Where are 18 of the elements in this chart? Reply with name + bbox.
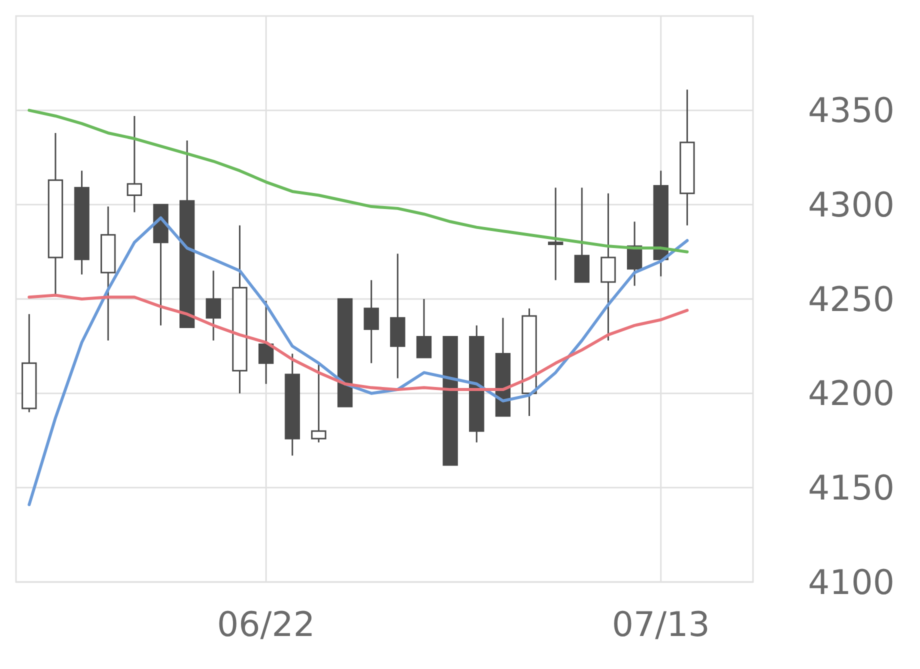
line-series (28, 294, 689, 392)
candlestick (416, 298, 432, 358)
y-tick-label: 4250 (808, 280, 895, 320)
y-tick-label: 4300 (808, 186, 895, 226)
x-tick-label: 07/13 (612, 605, 710, 645)
candlestick (311, 362, 326, 444)
candlestick (126, 115, 142, 213)
candlestick (258, 300, 274, 385)
x-tick-label: 06/22 (217, 605, 316, 645)
y-tick-label: 4200 (808, 374, 895, 414)
candlestick (206, 270, 222, 342)
y-tick-label: 4100 (808, 562, 895, 603)
candlestick (548, 186, 564, 281)
line-series (28, 108, 689, 254)
y-tick-label: 4350 (808, 91, 895, 132)
line-series (28, 216, 689, 506)
candlestick (364, 279, 379, 364)
y-tick-label: 4150 (808, 468, 895, 509)
